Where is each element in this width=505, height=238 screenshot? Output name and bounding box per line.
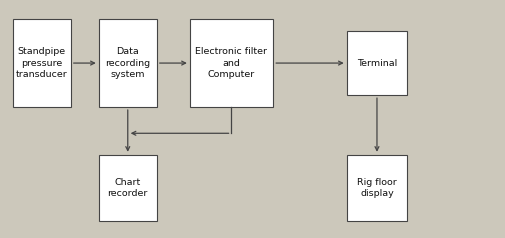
Text: Terminal: Terminal bbox=[356, 59, 396, 68]
Bar bbox=[346, 31, 407, 95]
Bar bbox=[13, 19, 71, 107]
Bar bbox=[98, 155, 157, 221]
Text: Electronic filter
and
Computer: Electronic filter and Computer bbox=[195, 47, 267, 79]
Bar bbox=[189, 19, 273, 107]
Text: Standpipe
pressure
transducer: Standpipe pressure transducer bbox=[16, 47, 68, 79]
Bar bbox=[98, 19, 157, 107]
Text: Data
recording
system: Data recording system bbox=[105, 47, 150, 79]
Text: Rig floor
display: Rig floor display bbox=[357, 178, 396, 198]
Bar bbox=[346, 155, 407, 221]
Text: Chart
recorder: Chart recorder bbox=[108, 178, 147, 198]
